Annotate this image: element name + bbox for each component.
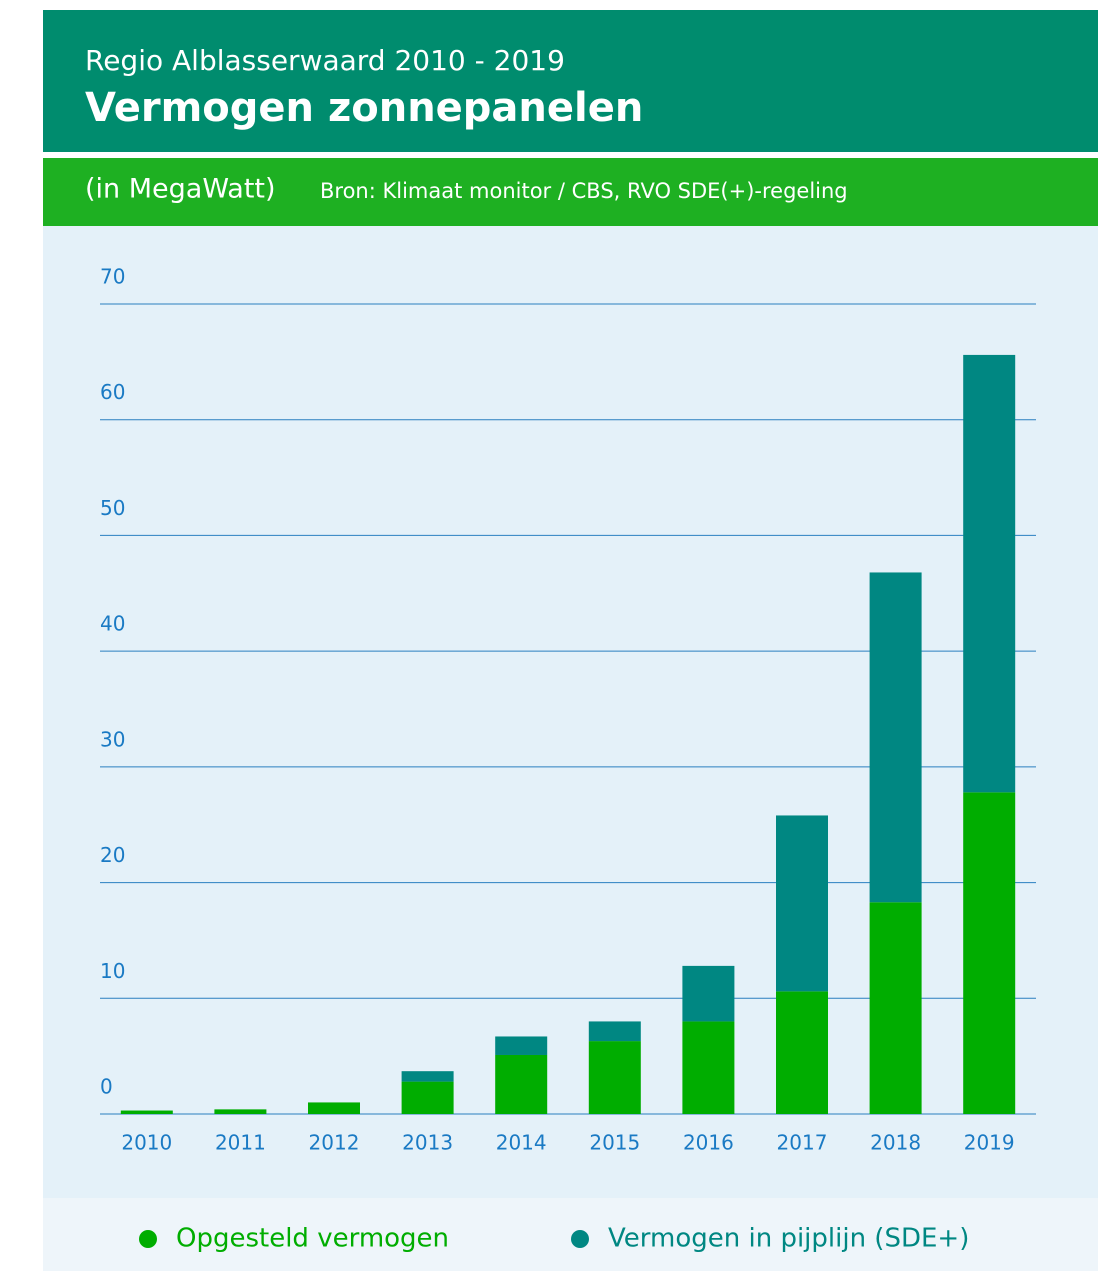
bar-segment bbox=[588, 1021, 641, 1042]
x-tick-label: 2013 bbox=[402, 1131, 453, 1155]
y-tick-label: 10 bbox=[100, 959, 125, 983]
bar-segment bbox=[120, 1110, 173, 1114]
bar-segment bbox=[214, 1109, 267, 1114]
bar-segment bbox=[495, 1054, 548, 1114]
y-tick-label: 0 bbox=[100, 1075, 113, 1099]
legend-bg bbox=[43, 1198, 1098, 1271]
y-tick-label: 60 bbox=[100, 380, 125, 404]
bar-segment bbox=[682, 1021, 735, 1114]
bar-segment bbox=[776, 815, 828, 992]
bar-segment bbox=[401, 1071, 454, 1082]
bar-segment bbox=[869, 572, 922, 903]
x-tick-label: 2015 bbox=[589, 1131, 640, 1155]
y-tick-label: 20 bbox=[100, 843, 125, 867]
subheader-bg bbox=[43, 158, 1098, 226]
y-tick-label: 30 bbox=[100, 727, 125, 751]
bar-segment bbox=[682, 965, 735, 1022]
x-tick-label: 2017 bbox=[777, 1131, 828, 1155]
y-tick-label: 70 bbox=[100, 265, 125, 289]
source: Bron: Klimaat monitor / CBS, RVO SDE(+)-… bbox=[320, 179, 848, 203]
bar-segment bbox=[776, 991, 828, 1114]
bar-segment bbox=[963, 354, 1016, 793]
chart-title: Vermogen zonnepanelen bbox=[85, 85, 643, 131]
x-tick-label: 2012 bbox=[309, 1131, 360, 1155]
x-tick-label: 2014 bbox=[496, 1131, 547, 1155]
plot-bg bbox=[43, 226, 1098, 1198]
bar-segment bbox=[869, 902, 922, 1114]
bar-segment bbox=[963, 792, 1016, 1114]
bar-segment bbox=[308, 1102, 360, 1114]
bar-segment bbox=[401, 1081, 454, 1114]
legend-label: Opgesteld vermogen bbox=[176, 1224, 449, 1254]
y-tick-label: 40 bbox=[100, 612, 125, 636]
supertitle: Regio Alblasserwaard 2010 - 2019 bbox=[85, 44, 565, 77]
x-tick-label: 2016 bbox=[683, 1131, 734, 1155]
unit-label: (in MegaWatt) bbox=[85, 174, 276, 205]
x-tick-label: 2010 bbox=[121, 1131, 172, 1155]
x-tick-label: 2011 bbox=[215, 1131, 266, 1155]
legend-marker bbox=[139, 1230, 157, 1248]
bar-segment bbox=[495, 1036, 548, 1055]
bar-segment bbox=[588, 1041, 641, 1114]
x-tick-label: 2019 bbox=[964, 1131, 1015, 1155]
x-tick-label: 2018 bbox=[870, 1131, 921, 1155]
legend-marker bbox=[571, 1230, 589, 1248]
header-bg bbox=[43, 10, 1098, 152]
legend-label: Vermogen in pijplijn (SDE+) bbox=[608, 1224, 969, 1254]
y-tick-label: 50 bbox=[100, 496, 125, 520]
